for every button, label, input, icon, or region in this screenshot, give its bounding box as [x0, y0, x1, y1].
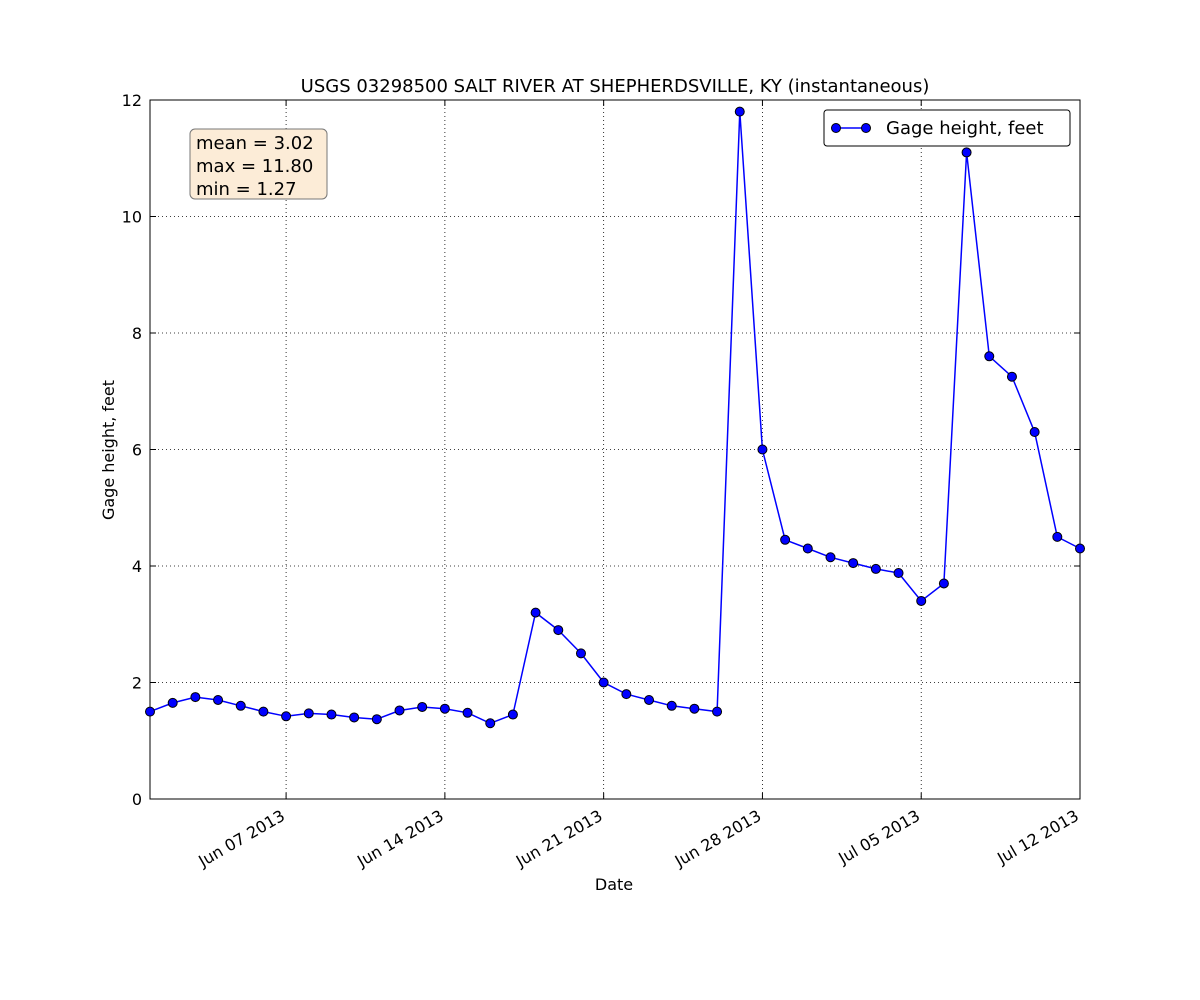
data-point: [961, 147, 972, 158]
data-point: [644, 694, 655, 705]
data-point: [417, 701, 428, 712]
data-point: [303, 708, 314, 719]
data-point: [1006, 371, 1017, 382]
y-tick-label: 6: [132, 441, 142, 460]
legend-marker: [861, 123, 871, 133]
stats-box-bg: [189, 128, 328, 200]
legend-label: Gage height, feet: [886, 118, 1044, 139]
data-point: [213, 694, 224, 705]
data-point: [167, 697, 178, 708]
legend-marker: [831, 123, 841, 133]
data-point: [893, 567, 904, 578]
data-point: [666, 700, 677, 711]
data-point: [848, 558, 859, 569]
y-tick-label: 10: [122, 208, 142, 227]
data-point: [258, 706, 269, 717]
data-point: [349, 712, 360, 723]
data-point: [190, 692, 201, 703]
data-point: [984, 351, 995, 362]
data-point: [1029, 427, 1040, 438]
data-point: [326, 709, 337, 720]
data-point: [394, 705, 405, 716]
data-point: [916, 595, 927, 606]
stats-text: mean = 3.02: [196, 133, 314, 154]
data-point: [802, 543, 813, 554]
y-tick-label: 0: [132, 790, 142, 809]
x-axis-label: Date: [595, 875, 633, 894]
data-point: [938, 578, 949, 589]
data-point: [780, 534, 791, 545]
data-point: [621, 689, 632, 700]
legend: Gage height, feet: [823, 109, 1071, 147]
y-tick-label: 4: [132, 557, 142, 576]
data-point: [870, 563, 881, 574]
data-point: [1052, 531, 1063, 542]
stats-text: max = 11.80: [196, 156, 313, 177]
y-tick-label: 12: [122, 91, 142, 110]
data-point: [575, 648, 586, 659]
data-point: [825, 552, 836, 563]
data-point: [281, 711, 292, 722]
data-point: [553, 625, 564, 636]
data-point: [734, 106, 745, 117]
plot-frame: [149, 99, 1081, 800]
data-point: [235, 700, 246, 711]
data-point: [530, 607, 541, 618]
data-point: [712, 706, 723, 717]
data-point: [757, 444, 768, 455]
y-tick-label: 2: [132, 674, 142, 693]
data-point: [439, 703, 450, 714]
data-point: [689, 703, 700, 714]
y-axis-label: Gage height, feet: [99, 380, 118, 520]
data-point: [1075, 543, 1085, 554]
data-point: [145, 706, 155, 717]
data-point: [371, 714, 382, 725]
y-tick-label: 8: [132, 324, 142, 343]
stats-text: min = 1.27: [196, 179, 297, 200]
data-point: [598, 677, 609, 688]
data-point: [462, 707, 473, 718]
legend-box: [823, 109, 1071, 147]
chart-title: USGS 03298500 SALT RIVER AT SHEPHERDSVIL…: [301, 76, 930, 97]
data-point: [507, 709, 518, 720]
data-point: [485, 718, 496, 729]
